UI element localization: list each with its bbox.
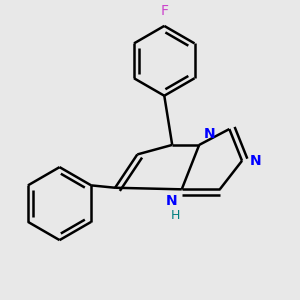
Text: N: N [250,154,262,168]
Text: H: H [171,209,180,222]
Text: N: N [204,127,216,141]
Text: F: F [160,4,168,18]
Text: N: N [165,194,177,208]
